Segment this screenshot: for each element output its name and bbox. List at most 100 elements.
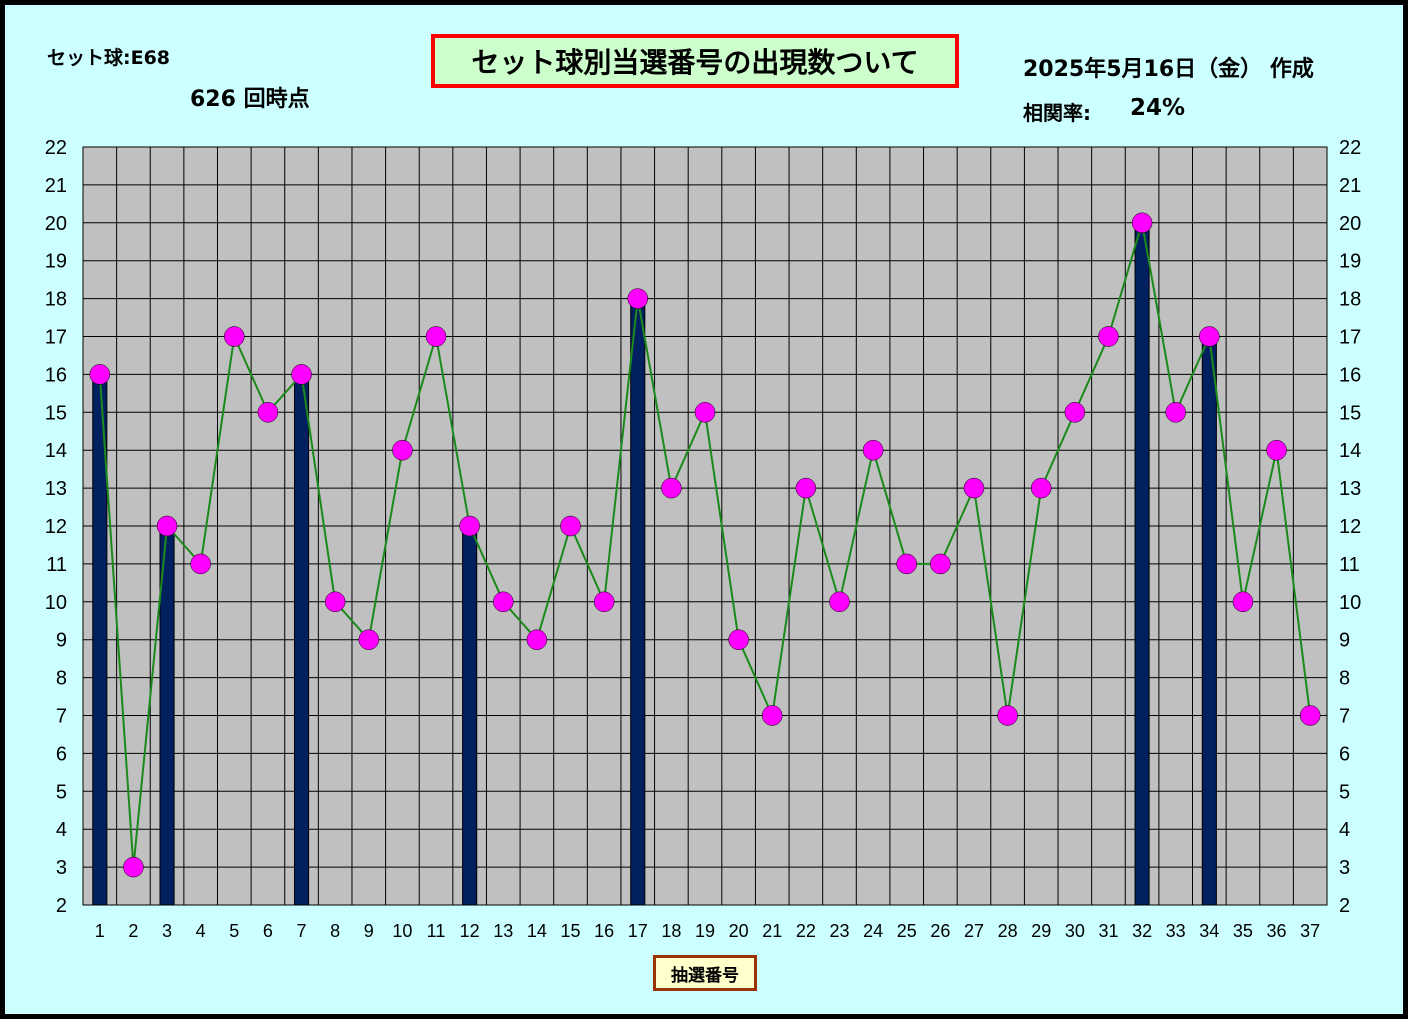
y-tick-label-left: 18 <box>45 289 67 311</box>
x-tick-label: 30 <box>1065 921 1085 941</box>
x-tick-label: 23 <box>829 921 849 941</box>
y-tick-label-right: 21 <box>1339 175 1361 197</box>
y-tick-label-right: 7 <box>1339 706 1350 728</box>
data-point <box>627 288 649 309</box>
y-tick-label-left: 7 <box>56 706 67 728</box>
y-tick-label-left: 3 <box>56 857 67 879</box>
y-tick-label-left: 22 <box>45 137 67 159</box>
y-tick-label-left: 11 <box>46 554 67 576</box>
y-tick-label-right: 13 <box>1339 478 1361 500</box>
y-tick-label-right: 2 <box>1339 895 1350 917</box>
data-point <box>1199 326 1220 347</box>
data-point <box>560 515 581 537</box>
y-tick-label-right: 18 <box>1339 289 1361 311</box>
data-point <box>89 364 111 385</box>
x-tick-label: 22 <box>796 921 816 941</box>
data-point <box>1030 477 1052 499</box>
x-tick-label: 27 <box>964 921 984 941</box>
y-tick-label-left: 6 <box>56 743 67 765</box>
x-tick-label: 32 <box>1132 921 1152 941</box>
y-tick-label-left: 4 <box>56 819 67 841</box>
data-point <box>526 629 548 650</box>
x-tick-label: 12 <box>460 921 480 941</box>
x-tick-label: 4 <box>196 921 206 941</box>
y-tick-label-left: 10 <box>45 592 67 614</box>
x-tick-label: 37 <box>1300 921 1320 941</box>
data-point <box>930 553 951 575</box>
data-point <box>1266 439 1287 461</box>
chart-title: セット球別当選番号の出現数ついて <box>431 34 959 88</box>
x-tick-label: 36 <box>1267 921 1287 941</box>
data-point <box>324 591 346 613</box>
data-point <box>997 705 1018 726</box>
bar <box>1201 336 1217 906</box>
x-tick-label: 33 <box>1166 921 1186 941</box>
y-tick-label-right: 3 <box>1339 857 1350 879</box>
y-tick-label-left: 5 <box>56 781 67 803</box>
y-tick-label-left: 20 <box>45 213 67 235</box>
y-tick-label-right: 6 <box>1339 743 1350 765</box>
y-tick-label-right: 20 <box>1339 213 1361 235</box>
x-tick-label: 14 <box>527 921 547 941</box>
data-point <box>829 591 850 613</box>
y-tick-label-left: 8 <box>56 668 67 690</box>
y-tick-label-left: 21 <box>45 175 67 197</box>
data-point <box>694 402 716 423</box>
data-point <box>1131 212 1153 234</box>
data-point <box>493 591 514 613</box>
y-tick-label-right: 5 <box>1339 781 1350 803</box>
x-tick-label: 25 <box>897 921 917 941</box>
y-tick-label-left: 16 <box>45 364 67 386</box>
y-tick-label-left: 14 <box>45 440 67 462</box>
x-tick-label: 13 <box>493 921 513 941</box>
x-axis-label: 抽選番号 <box>653 955 757 991</box>
data-point <box>1098 326 1119 347</box>
x-tick-label: 5 <box>229 921 239 941</box>
y-tick-label-left: 9 <box>56 630 67 652</box>
data-point <box>593 591 615 613</box>
bar <box>630 298 646 906</box>
data-point <box>459 515 480 537</box>
x-tick-label: 11 <box>427 921 446 941</box>
bar <box>1134 222 1150 906</box>
x-tick-label: 7 <box>297 921 307 941</box>
x-tick-label: 8 <box>330 921 340 941</box>
data-point <box>291 364 312 385</box>
bar <box>462 525 478 906</box>
date-label: 2025年5月16日（金） 作成 <box>1023 57 1314 82</box>
x-tick-label: 29 <box>1031 921 1051 941</box>
x-tick-label: 19 <box>695 921 715 941</box>
y-tick-label-right: 10 <box>1339 592 1361 614</box>
data-point <box>156 515 178 537</box>
y-tick-label-right: 11 <box>1339 554 1360 576</box>
x-tick-label: 26 <box>930 921 950 941</box>
x-tick-label: 28 <box>998 921 1018 941</box>
data-point <box>257 402 279 423</box>
data-point <box>896 553 917 575</box>
y-tick-label-right: 19 <box>1339 251 1361 273</box>
set-ball-label: セット球:E68 <box>47 47 171 69</box>
y-tick-label-right: 16 <box>1339 364 1361 386</box>
data-point <box>1299 705 1321 726</box>
x-tick-label: 21 <box>762 921 782 941</box>
bar <box>293 373 310 906</box>
data-point <box>358 629 380 650</box>
y-tick-label-left: 19 <box>45 251 67 273</box>
x-tick-label: 31 <box>1098 921 1118 941</box>
y-tick-label-right: 9 <box>1339 630 1350 652</box>
y-tick-label-right: 17 <box>1339 327 1361 349</box>
x-tick-label: 2 <box>128 921 138 941</box>
draw-count-label: 626 回時点 <box>190 87 310 112</box>
y-tick-label-left: 12 <box>45 516 67 538</box>
x-tick-label: 16 <box>594 921 614 941</box>
x-tick-label: 20 <box>729 921 749 941</box>
data-point <box>1232 591 1254 613</box>
y-tick-label-right: 22 <box>1339 137 1361 159</box>
data-point <box>862 439 884 461</box>
data-point <box>123 856 144 878</box>
x-tick-label: 9 <box>364 921 374 941</box>
data-point <box>1165 402 1186 423</box>
x-tick-label: 18 <box>661 921 681 941</box>
y-tick-label-right: 8 <box>1339 668 1350 690</box>
data-point <box>392 439 413 461</box>
